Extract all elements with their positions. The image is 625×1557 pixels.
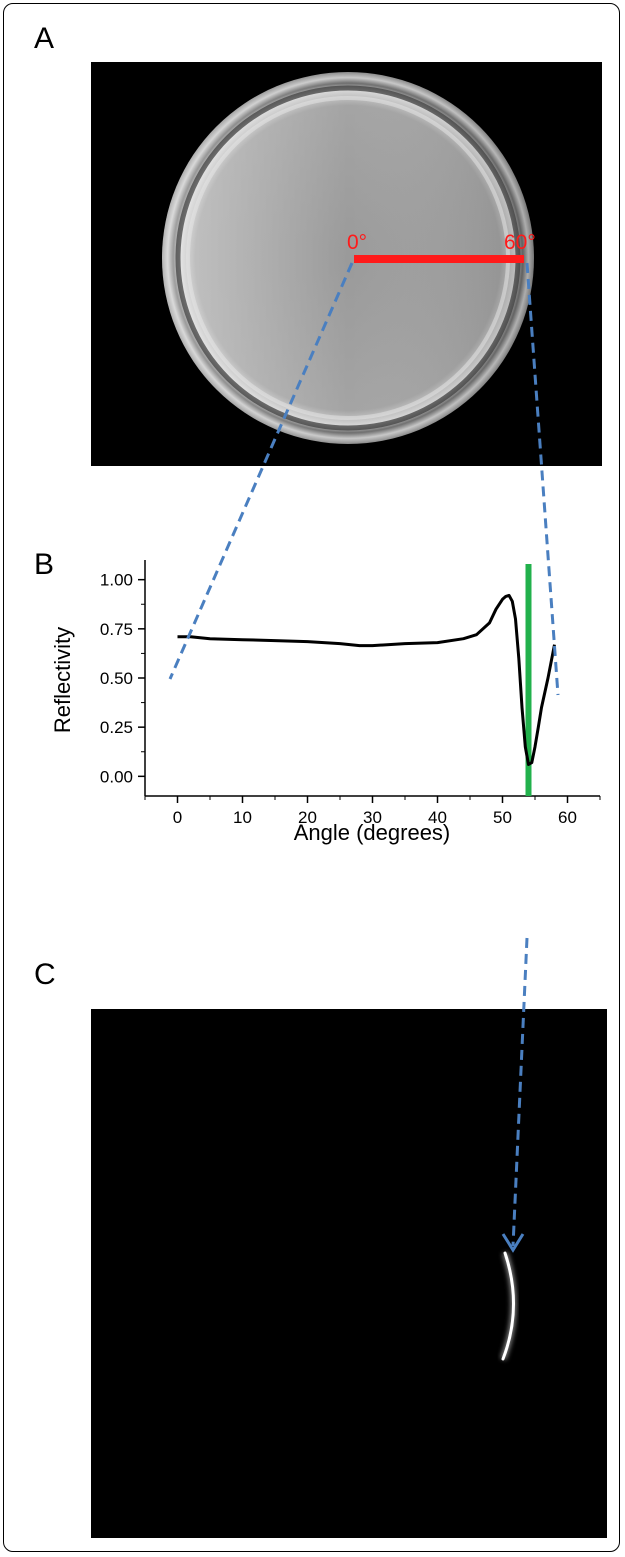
resonance-image [91,1009,607,1538]
reflectivity-chart: 0.00 0.25 0.50 0.75 1.00 0 10 20 30 40 50 60 Angle… [50,560,601,845]
x-axis-label: Angle (degrees) [294,820,451,845]
y-tick-label: 0.25 [100,718,133,737]
panel-label-a: A [34,22,55,55]
panel-label-c: C [34,958,56,991]
y-tick-label: 0.75 [100,620,133,639]
y-ticks: 0.00 0.25 0.50 0.75 1.00 [100,571,145,786]
figure-frame [3,3,620,1552]
x-tick-label: 10 [233,808,252,827]
disc-image-svg: 0° 60° [162,72,536,444]
scale-end-label: 60° [504,231,536,254]
x-tick-label: 30 [363,808,382,827]
x-tick-label: 60 [558,808,577,827]
y-tick-label: 0.50 [100,669,133,688]
x-tick-label: 0 [173,808,182,827]
y-axis-label: Reflectivity [50,627,75,733]
reflectivity-series-line [177,593,556,766]
disc-reflectance-image: 0° 60° [91,62,602,466]
y-tick-label: 1.00 [100,571,133,590]
x-tick-label: 20 [298,808,317,827]
resonance-arc [501,1251,516,1361]
x-ticks: 0 10 20 30 40 50 60 [144,796,601,827]
x-tick-label: 40 [428,808,447,827]
resonance-image-svg [500,1251,517,1361]
scale-start-label: 0° [347,231,367,254]
x-tick-label: 50 [493,808,512,827]
panel-label-b: B [34,548,55,581]
y-tick-label: 0.00 [100,767,133,786]
